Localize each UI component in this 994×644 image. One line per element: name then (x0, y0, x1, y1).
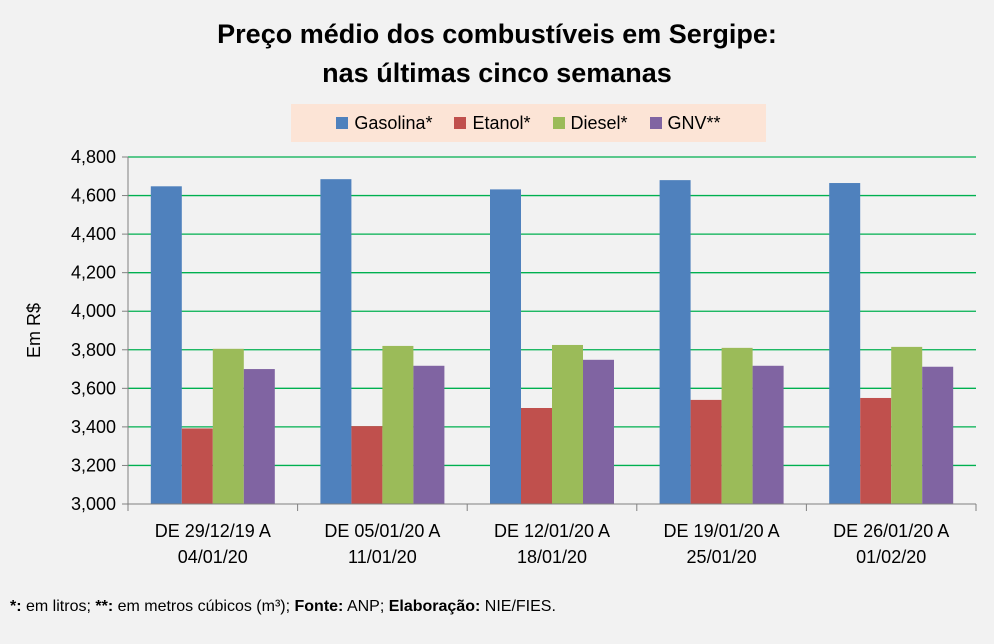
footnote-mark-2: **: (95, 598, 114, 615)
chart-title-line-2: nas últimas cinco semanas (322, 58, 672, 88)
y-tick-label: 3,400 (71, 417, 116, 437)
bar-gnv (413, 365, 445, 504)
legend-swatch (336, 117, 349, 129)
x-tick-label: DE 12/01/20 A (494, 521, 610, 541)
chart-legend: Gasolina* Etanol* Diesel* GNV** (291, 104, 766, 142)
footnote-mark-1: *: (10, 598, 22, 615)
y-tick-label: 4,800 (71, 147, 116, 167)
y-tick-label: 3,000 (71, 494, 116, 514)
bar-gasolina (150, 186, 182, 504)
x-tick-label: 25/01/20 (687, 547, 757, 567)
bar-etanol (351, 426, 383, 504)
bar-gasolina (320, 179, 352, 505)
y-tick-label: 4,200 (71, 263, 116, 283)
x-tick-label: 04/01/20 (178, 547, 248, 567)
bar-gasolina (490, 189, 521, 505)
legend-swatch (552, 117, 565, 129)
y-tick-label: 3,800 (71, 340, 116, 360)
y-tick-label: 4,600 (71, 186, 116, 206)
x-tick-label: 11/01/20 (348, 547, 417, 567)
legend-label: Etanol* (472, 112, 531, 133)
footnote-source-label: Fonte: (294, 598, 344, 615)
bar-gnv (922, 366, 954, 504)
bar-etanol (521, 407, 552, 504)
y-axis-label: Em R$ (24, 303, 44, 358)
bar-diesel (891, 346, 923, 504)
bar-gnv (243, 369, 275, 504)
y-tick-label: 3,600 (71, 378, 116, 398)
legend-item: Gasolina* (336, 113, 432, 134)
footnote-text-2: em metros cúbicos (m³); (113, 598, 295, 615)
footnote-source-value: ANP; (343, 598, 389, 615)
bar-etanol (860, 397, 892, 504)
x-tick-label: DE 19/01/20 A (664, 521, 780, 541)
bar-diesel (721, 347, 753, 504)
legend-swatch (454, 117, 467, 129)
footnote-elaboration-value: NIE/FIES. (480, 598, 556, 615)
y-tick-label: 4,000 (71, 301, 116, 321)
x-tick-label: DE 26/01/20 A (833, 521, 949, 541)
bar-diesel (552, 344, 583, 504)
bar-gnv (583, 359, 614, 504)
x-tick-label: 18/01/20 (517, 547, 587, 567)
legend-label: Diesel* (570, 112, 628, 133)
bar-etanol (181, 428, 213, 504)
bar-gnv (752, 365, 784, 504)
footnote-text-1: em litros; (21, 598, 96, 615)
bar-gasolina (659, 180, 691, 504)
legend-label: GNV** (667, 112, 721, 133)
legend-item: Diesel* (552, 112, 628, 134)
chart-title-line-1: Preço médio dos combustíveis em Sergipe: (217, 19, 777, 49)
bar-etanol (690, 399, 722, 504)
legend-swatch (649, 117, 662, 129)
bar-diesel (382, 345, 414, 504)
legend-label: Gasolina* (354, 112, 433, 133)
footnote: *: em litros; **: em metros cúbicos (m³)… (10, 598, 556, 616)
bar-gasolina (829, 183, 861, 504)
legend-item: Etanol* (454, 112, 531, 134)
footnote-elaboration-label: Elaboração: (388, 598, 481, 615)
y-tick-label: 4,400 (71, 224, 116, 244)
y-tick-label: 3,200 (71, 455, 116, 475)
legend-item: GNV** (649, 112, 721, 134)
bar-diesel (212, 348, 244, 504)
x-tick-label: DE 05/01/20 A (324, 521, 440, 541)
x-tick-label: DE 29/12/19 A (155, 521, 271, 541)
x-tick-label: 01/02/20 (856, 547, 926, 567)
